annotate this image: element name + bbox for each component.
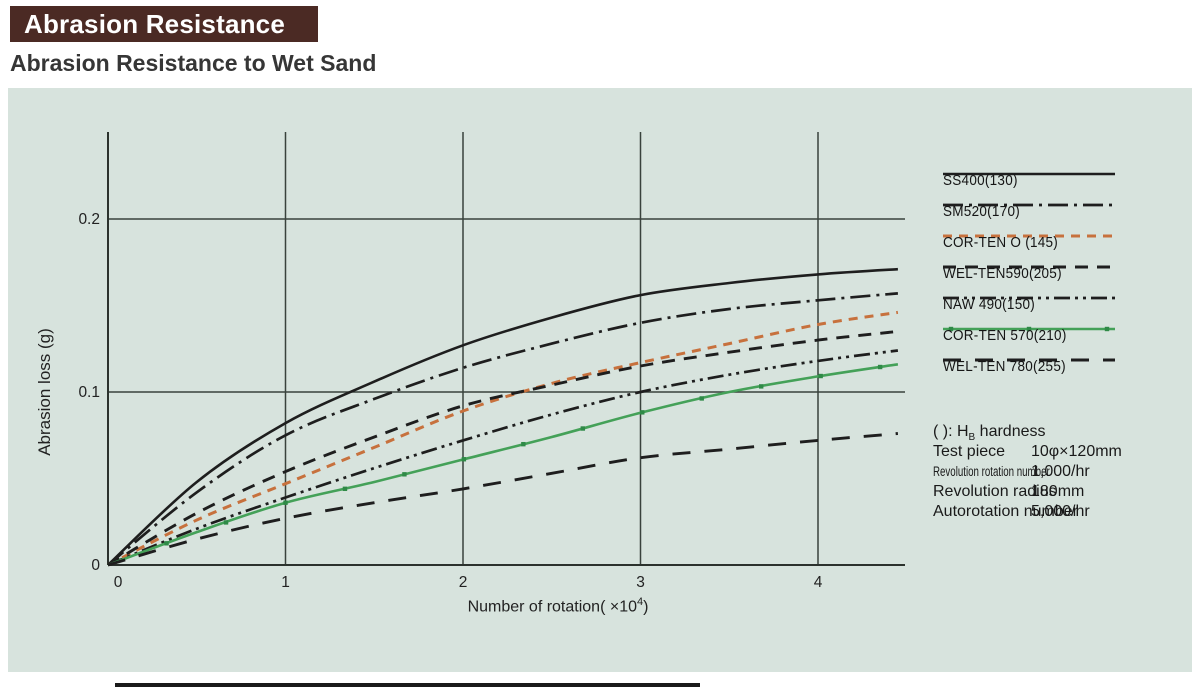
- page-title: Abrasion Resistance: [24, 8, 286, 39]
- info-row-revolution-radius: Revolution radius 180mm: [933, 482, 1178, 502]
- y-axis-label: Abrasion loss (g): [35, 328, 54, 456]
- curve-cor-ten-o-145: [107, 310, 899, 567]
- page-bottom-rule: [115, 683, 700, 687]
- x-tick-4: 4: [814, 574, 823, 591]
- info-row-test-piece: Test piece 10φ×120mm: [933, 442, 1178, 462]
- hardness-note: ( ): HB hardness: [933, 423, 1046, 444]
- info-row-value: 5,000/hr: [1031, 503, 1090, 520]
- legend-label: COR-TEN 570(210): [943, 327, 1067, 344]
- legend-label: SM520(170): [943, 203, 1020, 220]
- info-row-value: 10φ×120mm: [1031, 443, 1122, 460]
- legend-label: WEL-TEN590(205): [943, 265, 1062, 282]
- info-row-label: Test piece: [933, 443, 1006, 460]
- chart-canvas: 0 0.1 0.2 0 1 2 3 4 Abrasion loss (g): [35, 132, 905, 591]
- axes: [107, 132, 905, 566]
- x-tick-3: 3: [636, 574, 645, 591]
- x-tick-1: 1: [281, 574, 290, 591]
- info-row-revolution-rotation-number: Revolution rotation number 1,000/hr: [933, 462, 1178, 482]
- tick-labels: 0 0.1 0.2 0 1 2 3 4: [78, 211, 822, 591]
- legend-item-ss400-130: SS400(130): [943, 170, 1123, 201]
- info-row-label: Autorotation number: [933, 503, 1078, 520]
- curve-ss400-130: [107, 267, 898, 566]
- y-tick-0: 0: [91, 557, 100, 574]
- y-tick-0.1: 0.1: [78, 384, 100, 401]
- test-conditions-box: ( ): HB hardness Test piece 10φ×120mm Revo…: [933, 422, 1178, 522]
- legend-label: NAW 490(150): [943, 296, 1036, 313]
- legend-label: SS400(130): [943, 172, 1018, 189]
- legend-item-wel-ten-780-255: WEL-TEN 780(255): [943, 356, 1123, 387]
- curve-sm520-170: [107, 292, 899, 567]
- info-row-autorotation-number: Autorotation number 5,000/hr: [933, 502, 1178, 522]
- legend-item-cor-ten-o-145: COR-TEN O (145): [943, 232, 1123, 263]
- legend-label: WEL-TEN 780(255): [943, 358, 1066, 375]
- legend-item-wel-ten590-205: WEL-TEN590(205): [943, 263, 1123, 294]
- legend-line-sample: [943, 203, 1115, 207]
- legend-label: COR-TEN O (145): [943, 234, 1059, 251]
- curve-cor-ten-570-210: [107, 363, 899, 567]
- curve-wel-ten-780-255: [107, 432, 899, 567]
- chart-subtitle: Abrasion Resistance to Wet Sand: [10, 50, 377, 76]
- x-tick-2: 2: [459, 574, 468, 591]
- legend-item-naw-490-150: NAW 490(150): [943, 294, 1123, 325]
- info-row-label: Revolution rotation number: [933, 464, 1050, 479]
- legend-line-sample: [943, 296, 1115, 300]
- gridlines: [108, 132, 905, 565]
- legend-line-sample: [943, 172, 1115, 176]
- info-row-label: Revolution radius: [933, 483, 1057, 500]
- y-tick-0.2: 0.2: [78, 211, 100, 228]
- info-row-value: 1,000/hr: [1031, 463, 1090, 480]
- section-title-bar: Abrasion Resistance: [10, 6, 318, 42]
- chart-panel: 0 0.1 0.2 0 1 2 3 4 Abrasion loss (g) Number of …: [8, 88, 1192, 672]
- legend-line-sample: [943, 265, 1115, 269]
- info-row-value: 180mm: [1031, 483, 1085, 500]
- legend-item-sm520-170: SM520(170): [943, 201, 1123, 232]
- x-tick-0: 0: [114, 574, 123, 591]
- curve-wel-ten590-205: [107, 329, 899, 567]
- curve-markers-cor-ten-570-210: [164, 364, 883, 546]
- legend-line-sample: [943, 326, 1115, 332]
- x-axis-label: Number of rotation( ×104): [467, 596, 649, 616]
- legend-item-cor-ten-570-210: COR-TEN 570(210): [943, 325, 1123, 356]
- legend-line-sample: [943, 358, 1115, 362]
- curves: [107, 267, 899, 567]
- curve-naw-490-150: [107, 349, 899, 567]
- legend-line-sample: [943, 234, 1115, 238]
- x-axis-label-exponent: 4: [636, 596, 644, 608]
